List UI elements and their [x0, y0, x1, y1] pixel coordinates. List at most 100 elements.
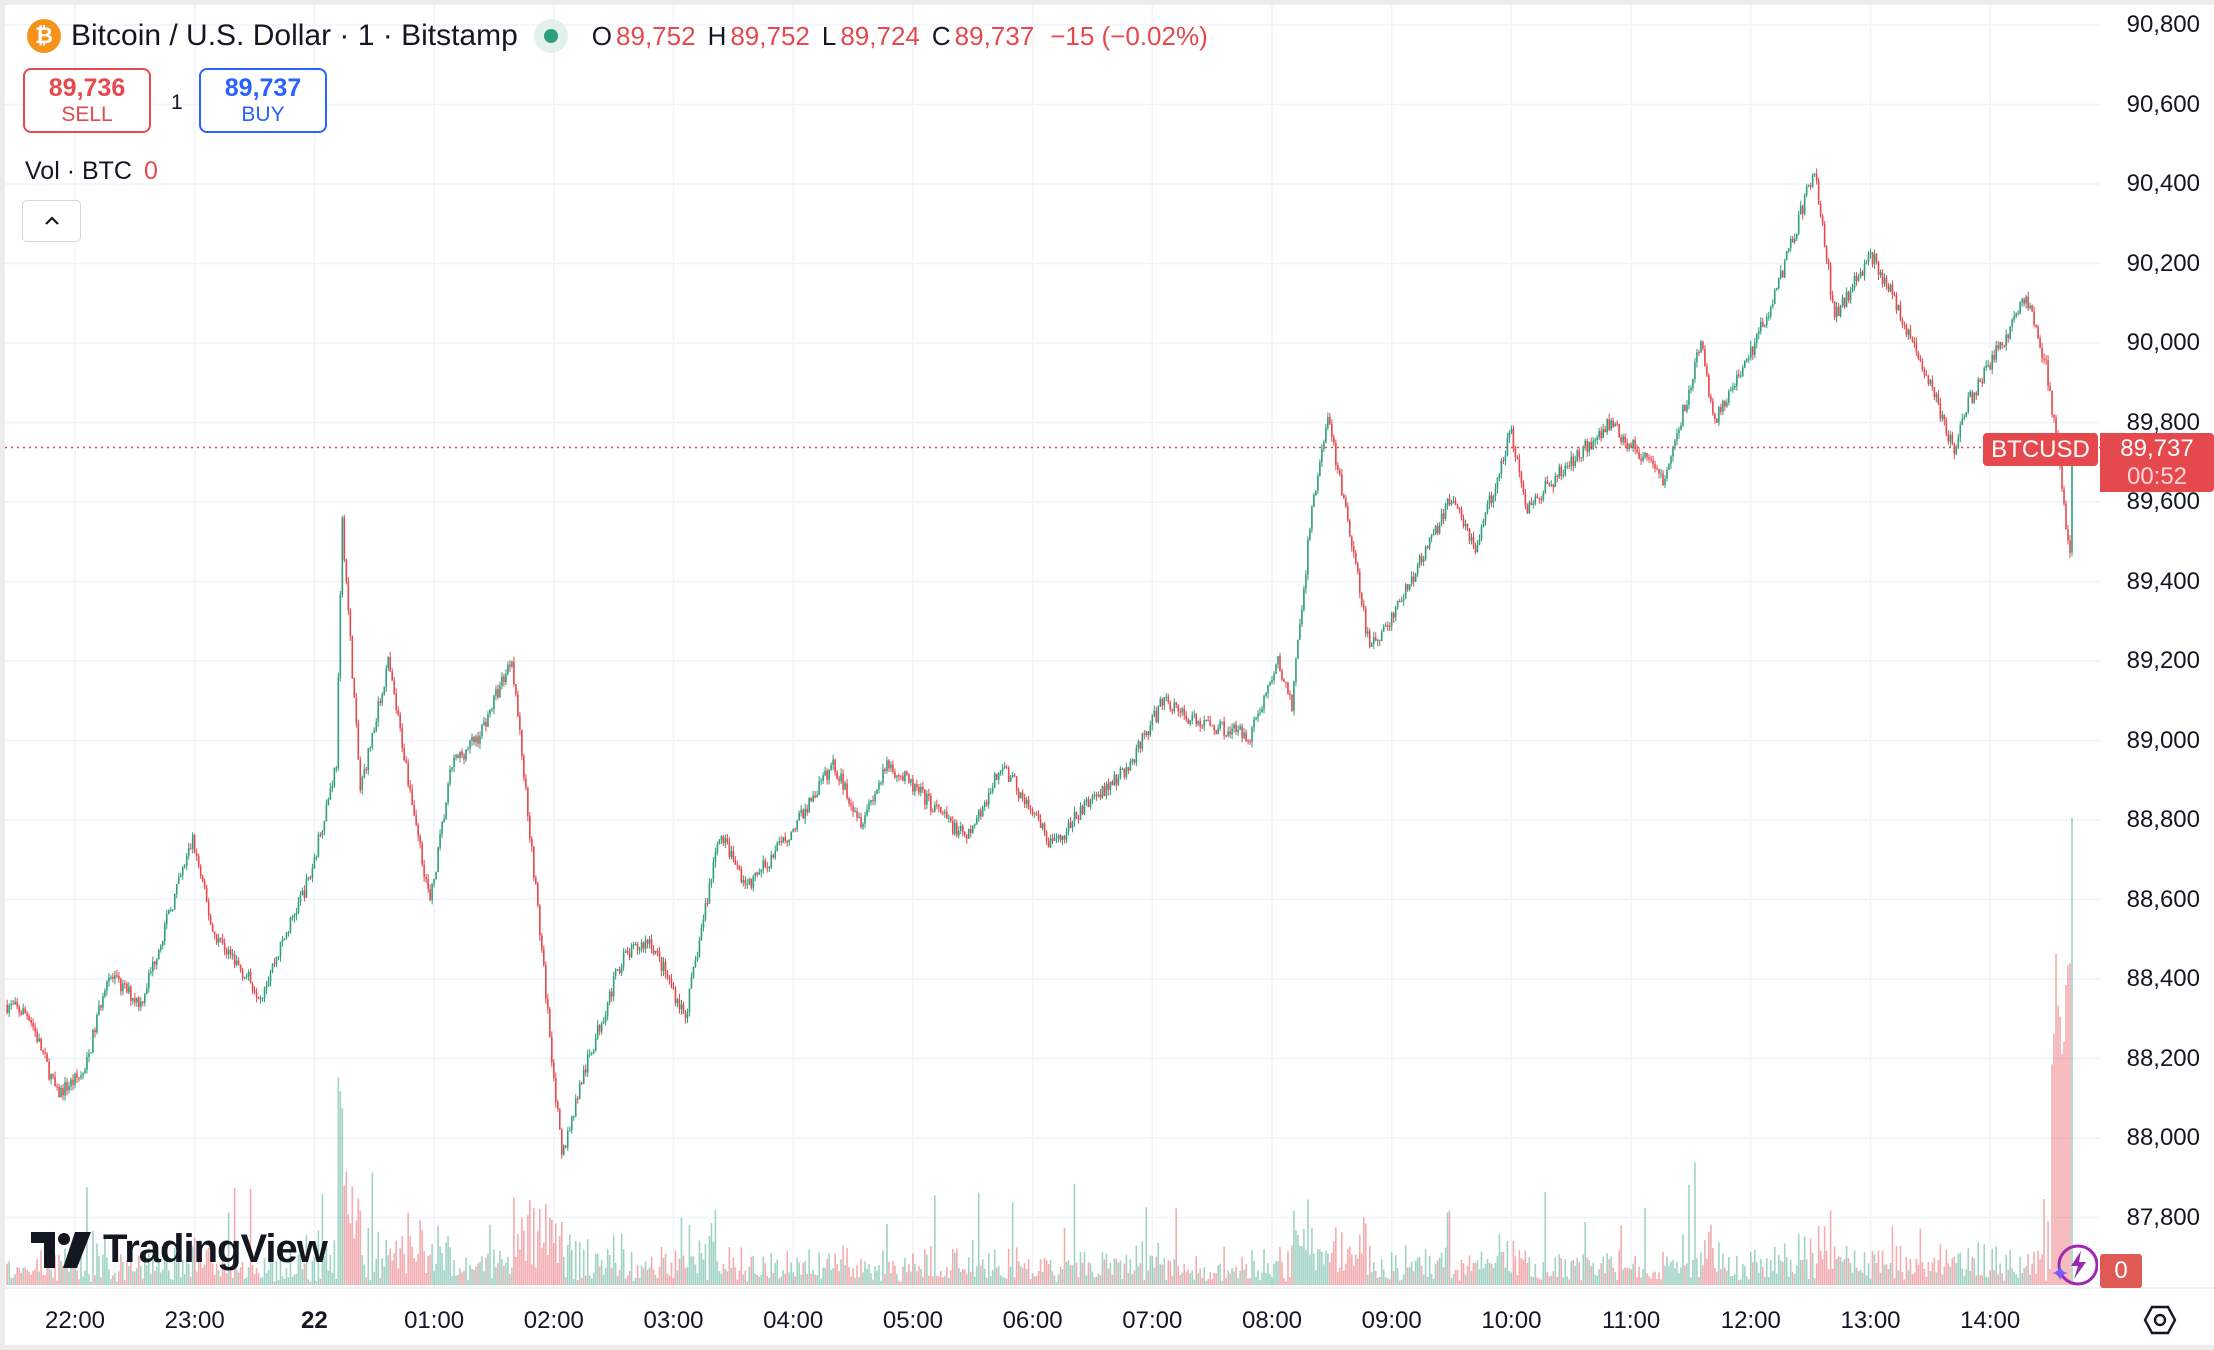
candle-body [1105, 783, 1108, 796]
candle-body [359, 759, 362, 790]
candle-body [696, 957, 699, 960]
candle-body [660, 957, 663, 972]
chart-container[interactable]: ₿ Bitcoin / U.S. Dollar · 1 · Bitstamp O… [5, 5, 2214, 1345]
candle-body [1690, 387, 1692, 390]
candle-body [1478, 539, 1481, 545]
candle-body [1861, 271, 1864, 276]
volume-bar [1999, 1263, 2001, 1285]
candle-body [1498, 473, 1501, 478]
candle-body [1805, 186, 1808, 195]
candle-body [525, 778, 527, 788]
volume-bar [209, 1261, 212, 1285]
volume-bar [1783, 1243, 1786, 1285]
volume-bar [1372, 1262, 1375, 1285]
candle-body [128, 986, 130, 993]
volume-bar [1155, 1256, 1158, 1285]
candle-body [213, 931, 216, 935]
candle-body [1656, 468, 1658, 470]
volume-bar [239, 1267, 242, 1285]
volume-bar [1426, 1276, 1429, 1285]
volume-bar [1345, 1263, 1347, 1285]
candle-body [1935, 394, 1938, 398]
volume-bar [630, 1252, 633, 1285]
volume-bar [1829, 1210, 1832, 1285]
volume-bar [1540, 1279, 1543, 1285]
volume-bar [1771, 1270, 1774, 1285]
volume-bar [1672, 1259, 1674, 1285]
candle-body [642, 942, 645, 949]
candle-body [2023, 299, 2025, 304]
tradingview-logo[interactable]: TradingView [31, 1227, 328, 1272]
volume-bar [157, 1258, 160, 1285]
volume-bar [1103, 1259, 1106, 1285]
candle-body [1518, 458, 1521, 473]
alerts-count-badge[interactable]: 0 [2100, 1254, 2142, 1288]
volume-bar [1295, 1230, 1297, 1285]
volume-bar [718, 1271, 721, 1285]
candle-body [12, 1003, 14, 1005]
buy-button[interactable]: 89,737 BUY [199, 68, 327, 133]
candle-body [1594, 439, 1596, 442]
candle-body [1414, 573, 1417, 582]
volume-bar [517, 1233, 519, 1285]
candle-body [1079, 806, 1082, 820]
volume-bar [1279, 1247, 1281, 1285]
candle-body [1424, 546, 1427, 560]
symbol-price-label: BTCUSD [1983, 433, 2098, 466]
volume-bar [1119, 1260, 1122, 1285]
volume-bar [1676, 1262, 1678, 1285]
candle-body [1662, 473, 1664, 486]
volume-bar [1239, 1270, 1241, 1285]
candle-body [890, 764, 892, 769]
symbol-title[interactable]: Bitcoin / U.S. Dollar · 1 · Bitstamp [71, 19, 518, 52]
candle-body [1959, 425, 1962, 438]
candle-body [1885, 277, 1888, 286]
volume-bar [1516, 1275, 1519, 1285]
candle-body [1422, 559, 1425, 562]
chart-settings-icon[interactable] [2143, 1303, 2177, 1337]
candle-body [1969, 391, 1972, 397]
sell-button[interactable]: 89,736 SELL [23, 68, 151, 133]
volume-bar [361, 1255, 364, 1285]
volume-bar [684, 1267, 687, 1285]
candle-body [439, 833, 441, 848]
candle-body [1827, 259, 1830, 265]
candle-body [1740, 375, 1742, 377]
candle-body [1329, 416, 1331, 424]
candle-body [688, 988, 691, 1013]
volume-bar [752, 1255, 755, 1285]
volume-bar [349, 1223, 352, 1285]
price-chart[interactable] [5, 5, 2214, 1345]
candle-body [1149, 725, 1152, 736]
volume-bar [1091, 1271, 1094, 1285]
volume-bar [904, 1258, 906, 1285]
collapse-legend-button[interactable] [22, 200, 81, 242]
volume-bar [1392, 1271, 1395, 1285]
volume-bar [130, 1251, 132, 1285]
volume-bar [80, 1248, 82, 1285]
candle-body [1514, 446, 1517, 457]
candle-body [848, 798, 850, 804]
candle-body [1722, 400, 1724, 412]
volume-bar [1063, 1227, 1066, 1285]
time-tick-label: 01:00 [404, 1307, 465, 1334]
lightning-alert-icon[interactable] [2048, 1241, 2098, 1291]
candle-body [698, 940, 701, 958]
volume-bar [1107, 1268, 1110, 1285]
candle-body [1402, 598, 1405, 601]
volume-bar [423, 1251, 425, 1285]
trade-quantity[interactable]: 1 [171, 91, 183, 114]
volume-bar [1596, 1275, 1598, 1285]
volume-bar [1909, 1258, 1912, 1285]
candle-body [794, 829, 796, 831]
candle-body [481, 725, 483, 736]
volume-bar [1171, 1275, 1174, 1285]
candle-body [1191, 715, 1193, 721]
candle-body [742, 879, 745, 883]
volume-legend[interactable]: Vol · BTC 0 [25, 157, 158, 186]
volume-bar [1067, 1259, 1070, 1285]
candle-body [1247, 740, 1249, 742]
candle-body [1275, 664, 1277, 674]
volume-bar [1953, 1256, 1956, 1285]
candle-body [961, 826, 964, 832]
